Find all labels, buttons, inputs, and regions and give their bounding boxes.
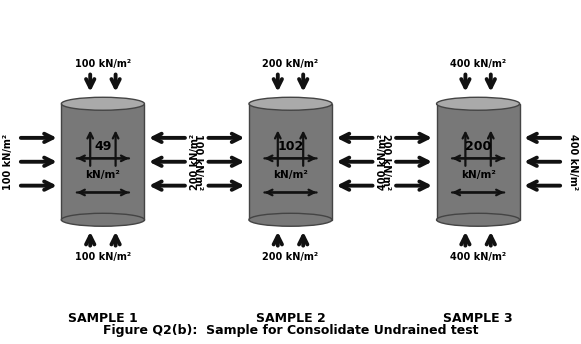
Polygon shape <box>436 104 519 220</box>
Text: 400 kN/m²: 400 kN/m² <box>450 252 506 262</box>
Text: kN/m²: kN/m² <box>85 170 120 180</box>
Text: 200 kN/m²: 200 kN/m² <box>263 252 318 262</box>
Text: kN/m²: kN/m² <box>461 170 496 180</box>
Ellipse shape <box>249 213 332 226</box>
Polygon shape <box>249 104 332 220</box>
Text: 102: 102 <box>277 140 304 153</box>
Text: 400 kN/m²: 400 kN/m² <box>378 134 388 190</box>
Ellipse shape <box>62 213 145 226</box>
Text: 100 kN/m²: 100 kN/m² <box>3 134 13 190</box>
Ellipse shape <box>436 97 519 110</box>
Text: 400 kN/m²: 400 kN/m² <box>450 59 506 69</box>
Ellipse shape <box>249 97 332 110</box>
Text: 400 kN/m²: 400 kN/m² <box>568 134 578 190</box>
Text: 100 kN/m²: 100 kN/m² <box>75 59 131 69</box>
Text: SAMPLE 1: SAMPLE 1 <box>68 312 138 324</box>
Text: kN/m²: kN/m² <box>273 170 308 180</box>
Ellipse shape <box>62 97 145 110</box>
Text: 100 kN/m²: 100 kN/m² <box>75 252 131 262</box>
Polygon shape <box>62 104 145 220</box>
Text: 200 kN/m²: 200 kN/m² <box>381 134 391 190</box>
Text: 200: 200 <box>465 140 491 153</box>
Text: 49: 49 <box>94 140 112 153</box>
Text: 200 kN/m²: 200 kN/m² <box>263 59 318 69</box>
Text: 100 kN/m²: 100 kN/m² <box>193 134 203 190</box>
Text: Figure Q2(b):  Sample for Consolidate Undrained test: Figure Q2(b): Sample for Consolidate Und… <box>103 324 478 337</box>
Ellipse shape <box>436 213 519 226</box>
Text: SAMPLE 3: SAMPLE 3 <box>443 312 513 324</box>
Text: 200 kN/m²: 200 kN/m² <box>190 134 200 190</box>
Text: SAMPLE 2: SAMPLE 2 <box>256 312 325 324</box>
